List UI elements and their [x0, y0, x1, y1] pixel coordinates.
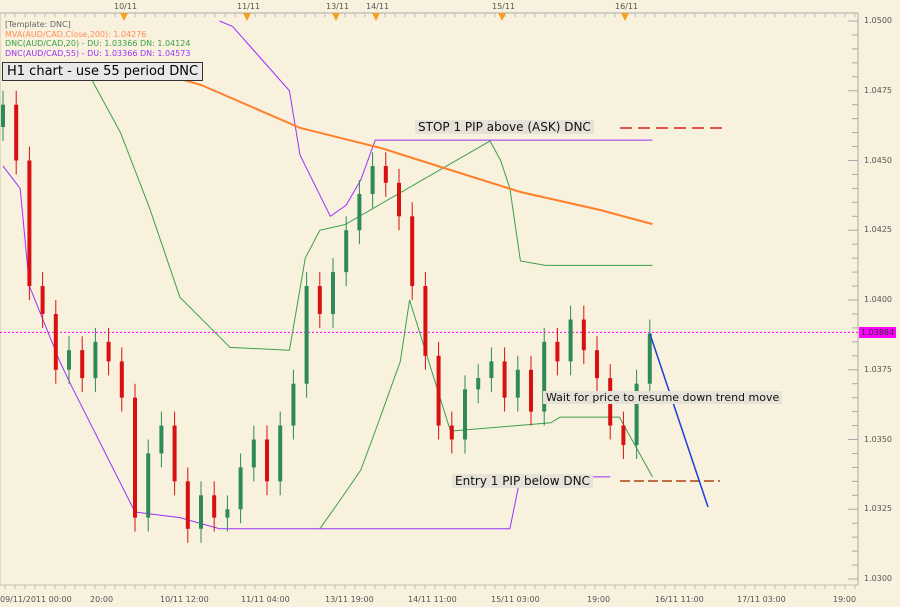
- x-tick-label: 16/11 11:00: [655, 595, 704, 604]
- candle-body: [542, 341, 547, 412]
- dnc20-lower-line: [319, 299, 653, 530]
- candle-body: [133, 397, 137, 518]
- candle-body: [581, 319, 586, 351]
- candle-body: [212, 495, 217, 518]
- candle-body: [502, 361, 507, 398]
- candle-body: [463, 389, 467, 440]
- y-tick-label: 1.0450: [864, 155, 892, 165]
- candle-body: [159, 425, 164, 454]
- x-tick-label: 11/11 04:00: [241, 595, 290, 604]
- x-tick-label: 15/11 03:00: [491, 595, 540, 604]
- day-marker-label: 15/11: [492, 2, 516, 11]
- candle-body: [317, 286, 322, 314]
- x-tick-label: 14/11 11:00: [408, 595, 457, 604]
- y-tick-label: 1.0425: [864, 225, 892, 235]
- x-tick-label: 19:00: [833, 595, 857, 604]
- candle-body: [93, 341, 98, 379]
- candle-body: [185, 481, 190, 529]
- candle-body: [370, 166, 375, 194]
- candle-body: [476, 378, 481, 390]
- candle-body: [27, 160, 32, 287]
- candle-body: [238, 467, 243, 510]
- day-marker-icon: [372, 13, 380, 21]
- candle-body: [119, 361, 124, 398]
- legend-dnc55: DNC(AUD/CAD,55) - DU: 1.03366 DN: 1.0457…: [5, 48, 191, 58]
- candle-body: [515, 369, 520, 398]
- candle-body: [304, 286, 309, 384]
- candle-body: [423, 286, 428, 356]
- x-tick-label: 17/11 03:00: [737, 595, 786, 604]
- candle-body: [568, 319, 573, 362]
- candle-body: [291, 383, 296, 426]
- projection-line: [649, 333, 709, 508]
- y-tick-label: 1.0475: [864, 85, 892, 95]
- x-tick-label: 10/11 12:00: [160, 595, 209, 604]
- candle-body: [40, 286, 45, 314]
- candle-body: [14, 104, 19, 161]
- day-marker-icon: [332, 13, 340, 21]
- indicator-legend: [Template: DNC] MVA(AUD/CAD.Close,200): …: [5, 20, 190, 58]
- candle-body: [344, 230, 349, 273]
- candle-body: [199, 495, 203, 529]
- candle-body: [53, 313, 58, 370]
- stop-annotation: STOP 1 PIP above (ASK) DNC: [415, 120, 594, 134]
- ma200-line: [147, 69, 653, 226]
- candle-body: [80, 350, 85, 379]
- candle-body: [529, 369, 533, 412]
- day-marker-label: 13/11: [326, 2, 350, 11]
- candle-body: [555, 341, 560, 362]
- wait-annotation: Wait for price to resume down trend move: [543, 391, 783, 404]
- candle-body: [436, 355, 441, 426]
- day-marker-icon: [243, 13, 251, 21]
- x-tick-label: 19:00: [587, 595, 611, 604]
- candle-body: [383, 166, 388, 183]
- candle-body: [595, 350, 599, 379]
- day-marker-label: 16/11: [615, 2, 639, 11]
- candle-body: [410, 216, 415, 287]
- day-marker-icon: [498, 13, 506, 21]
- candle-body: [449, 425, 454, 440]
- day-marker-label: 11/11: [237, 2, 261, 11]
- dnc20-upper-line: [89, 76, 653, 351]
- x-tick-label: 13/11 19:00: [325, 595, 374, 604]
- y-tick-label: 1.0400: [864, 295, 892, 304]
- candle-body: [265, 439, 269, 482]
- x-tick-label: 20:00: [90, 595, 114, 604]
- candle-body: [106, 341, 111, 362]
- day-marker-icon: [120, 13, 128, 21]
- legend-ma: MVA(AUD/CAD.Close,200): 1.04276: [5, 29, 147, 39]
- candle-body: [397, 182, 401, 217]
- candle-body: [621, 425, 626, 446]
- candle-body: [67, 350, 71, 370]
- entry-annotation: Entry 1 PIP below DNC: [452, 474, 593, 488]
- x-tick-label: 09/11/2011 00:00: [0, 595, 72, 604]
- y-tick-label: 1.0350: [864, 434, 892, 444]
- candle-body: [251, 439, 256, 468]
- candle-body: [489, 361, 494, 379]
- candle-body: [172, 425, 177, 482]
- legend-template: [Template: DNC]: [5, 20, 71, 29]
- candle-body: [331, 272, 335, 314]
- candle-body: [225, 509, 230, 518]
- candle-body: [278, 425, 283, 482]
- y-tick-label: 1.0500: [864, 16, 892, 25]
- candle-body: [357, 193, 362, 231]
- day-marker-icon: [621, 13, 629, 21]
- chart-title-annotation: H1 chart - use 55 period DNC: [2, 62, 204, 81]
- candle-body: [146, 453, 151, 518]
- y-tick-label: 1.0325: [864, 504, 892, 514]
- candle-body: [647, 333, 652, 384]
- candle-body: [634, 383, 639, 446]
- day-marker-label: 10/11: [114, 2, 138, 11]
- dnc55-upper-line: [219, 20, 653, 218]
- y-tick-label: 1.0375: [864, 364, 892, 374]
- legend-dnc20: DNC(AUD/CAD,20) - DU: 1.03366 DN: 1.0412…: [5, 39, 191, 48]
- current-price-label: 1.03884: [859, 327, 897, 338]
- y-tick-label: 1.0300: [864, 574, 892, 583]
- candle-body: [1, 104, 5, 128]
- day-marker-label: 14/11: [366, 2, 390, 11]
